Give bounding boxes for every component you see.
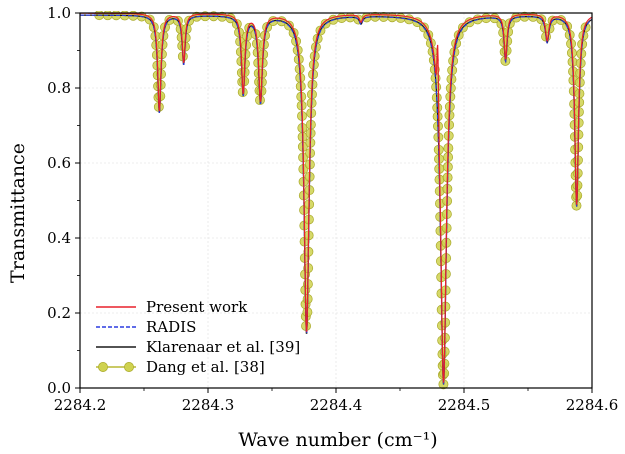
legend-label: Dang et al. [38] [146,358,265,376]
x-tick-label: 2284.4 [310,396,363,414]
series-present-work [80,12,592,383]
y-tick-label: 1.0 [47,4,71,22]
x-axis-label: Wave number (cm⁻¹) [238,429,437,451]
legend-label: Klarenaar et al. [39] [146,338,300,356]
x-tick-label: 2284.3 [182,396,235,414]
legend-item: RADIS [96,318,196,336]
x-tick-label: 2284.6 [566,396,619,414]
legend-item: Present work [96,298,248,316]
legend-label: RADIS [146,318,196,336]
legend-item: Dang et al. [38] [96,358,265,376]
x-tick-label: 2284.5 [438,396,491,414]
axis-ticks: 2284.2 2284.3 2284.4 2284.5 2284.6 0.0 0.2 0.4 0… [47,4,618,414]
y-axis-label: Transmittance [7,143,29,283]
y-tick-label: 0.4 [47,229,71,247]
legend-marker [98,362,108,372]
legend-label: Present work [146,298,248,316]
x-tick-label: 2284.2 [54,396,107,414]
legend: Present work RADIS Klarenaar et al. [39] Da… [96,298,300,376]
y-tick-label: 0.8 [47,79,71,97]
y-tick-label: 0.0 [47,379,71,397]
y-tick-label: 0.6 [47,154,71,172]
legend-marker [124,362,134,372]
y-tick-label: 0.2 [47,304,71,322]
series-group [80,11,592,390]
legend-item: Klarenaar et al. [39] [96,338,300,356]
